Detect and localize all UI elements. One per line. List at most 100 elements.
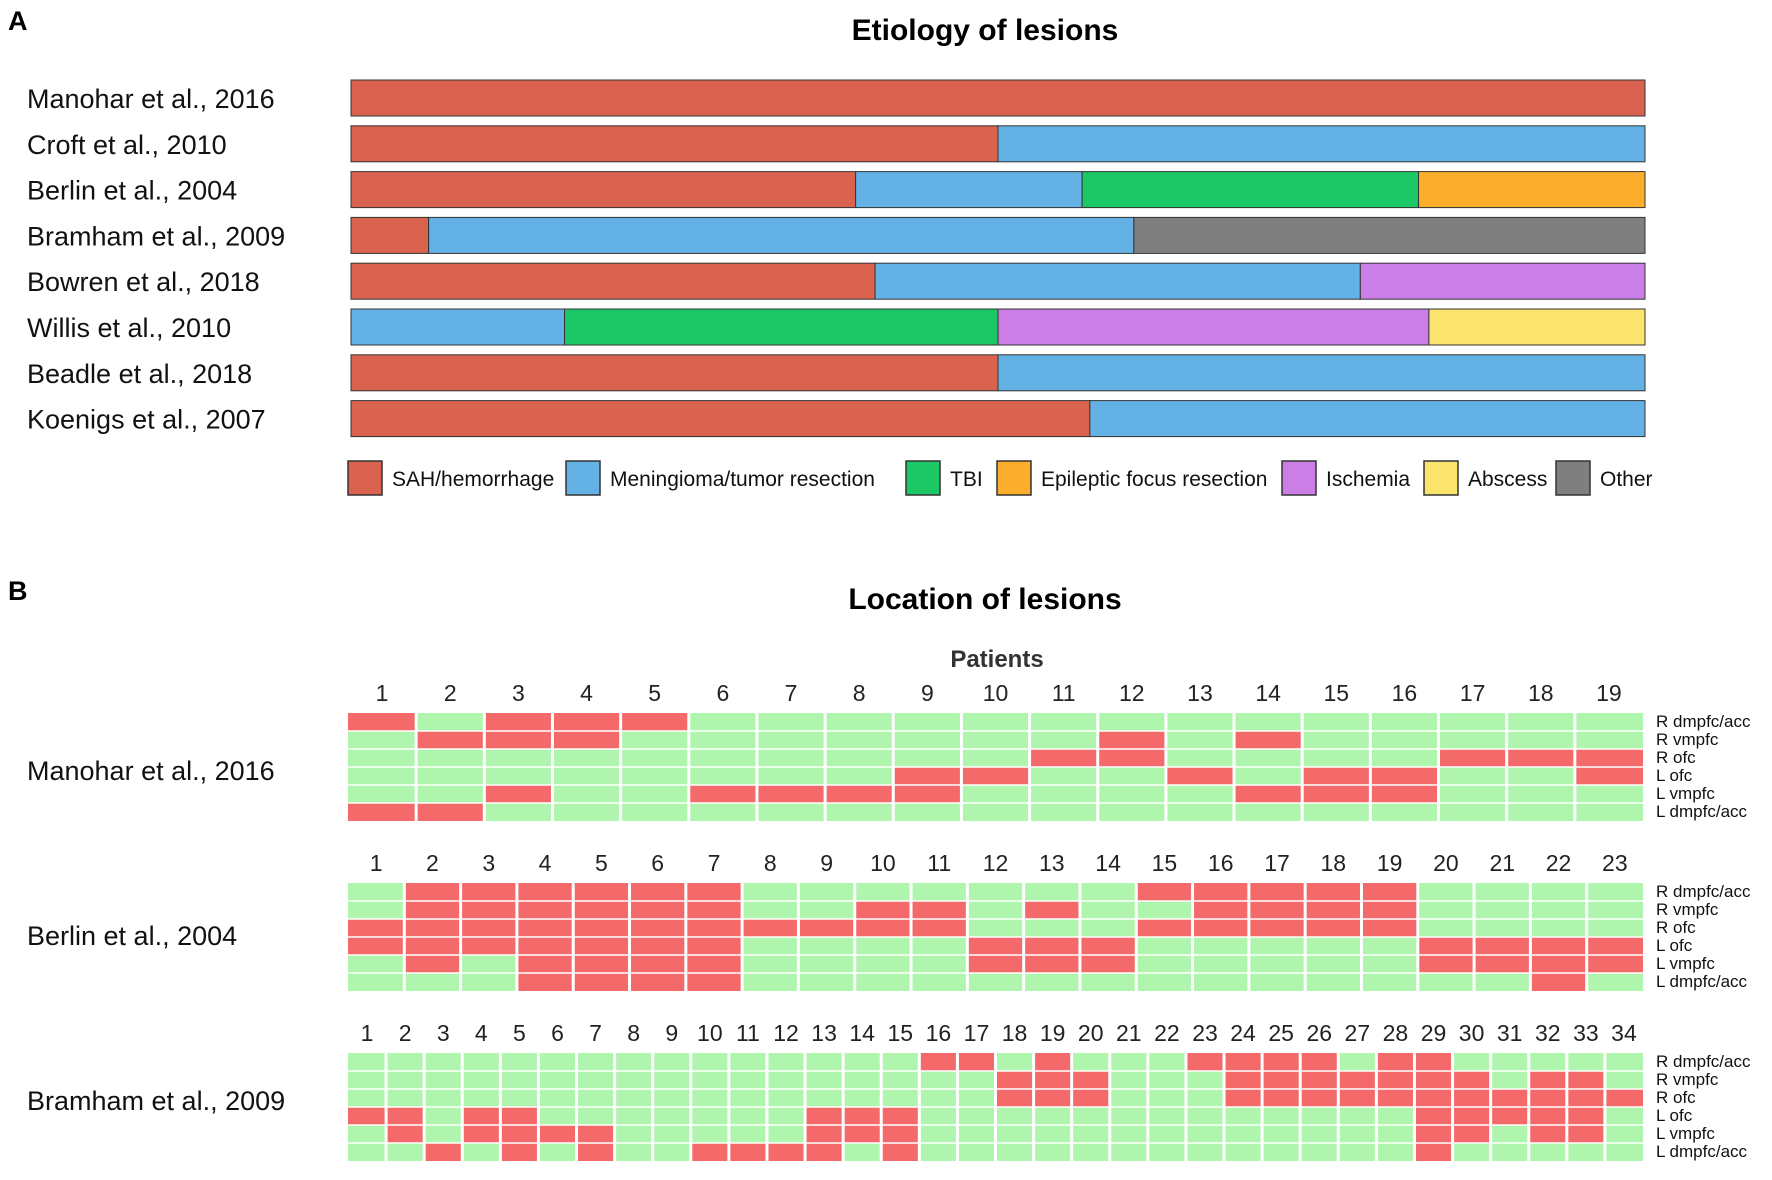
heatmap-cell bbox=[576, 1089, 615, 1107]
heatmap-cell bbox=[1528, 1107, 1567, 1125]
heatmap-cell bbox=[854, 937, 912, 955]
heatmap-cell bbox=[516, 883, 574, 901]
heatmap-cell bbox=[1234, 785, 1303, 803]
heatmap-cell bbox=[1192, 883, 1249, 901]
heatmap-cell bbox=[1376, 1107, 1415, 1125]
patient-tick-label: 17 bbox=[964, 1020, 990, 1046]
patient-tick-label: 3 bbox=[512, 680, 525, 706]
heatmap-cell bbox=[1506, 767, 1575, 785]
heatmap-cell bbox=[688, 767, 757, 785]
heatmap-cell bbox=[1248, 955, 1306, 973]
heatmap-cell bbox=[805, 1089, 844, 1107]
heatmap-cell bbox=[460, 919, 517, 937]
heatmap-cell bbox=[1234, 731, 1303, 749]
patient-tick-label: 19 bbox=[1040, 1020, 1066, 1046]
heatmap-cell bbox=[552, 785, 621, 803]
row-label: R ofc bbox=[1656, 748, 1696, 767]
heatmap-cell bbox=[652, 1107, 691, 1125]
heatmap-cell bbox=[1305, 973, 1362, 991]
heatmap-cell bbox=[348, 749, 417, 767]
heatmap-cell bbox=[500, 1125, 539, 1143]
heatmap-cell bbox=[484, 731, 553, 749]
patient-tick-label: 13 bbox=[1039, 850, 1065, 876]
heatmap-cell bbox=[1452, 1089, 1491, 1107]
heatmap-cell bbox=[1079, 883, 1137, 901]
heatmap-cell bbox=[1530, 955, 1587, 973]
heatmap-cell bbox=[462, 1089, 501, 1107]
patient-tick-label: 6 bbox=[651, 850, 664, 876]
heatmap-cell bbox=[1414, 1143, 1453, 1161]
heatmap-cell bbox=[961, 785, 1030, 803]
heatmap-cell bbox=[957, 1053, 996, 1071]
heatmap-cell bbox=[1029, 785, 1098, 803]
heatmap-cell bbox=[685, 973, 743, 991]
heatmap-cell bbox=[957, 1125, 996, 1143]
heatmap-cell bbox=[348, 1089, 387, 1107]
heatmap-cell bbox=[1097, 713, 1166, 731]
heatmap-cell bbox=[404, 901, 461, 919]
heatmap-cell bbox=[573, 937, 630, 955]
heatmap-cell bbox=[1530, 919, 1587, 937]
heatmap-cell bbox=[573, 901, 630, 919]
heatmap-cell bbox=[1185, 1125, 1225, 1143]
patient-tick-label: 21 bbox=[1489, 850, 1515, 876]
row-label: R dmpfc/acc bbox=[1656, 882, 1751, 901]
heatmap-cell bbox=[1438, 803, 1507, 821]
heatmap-cell bbox=[1300, 1143, 1339, 1161]
heatmap-cell bbox=[460, 883, 517, 901]
heatmap-cell bbox=[1136, 901, 1193, 919]
heatmap-study-label: Berlin et al., 2004 bbox=[27, 921, 237, 951]
panel-b-title: Location of lesions bbox=[848, 583, 1121, 616]
heatmap-cell bbox=[462, 1107, 501, 1125]
row-label: L ofc bbox=[1656, 1106, 1693, 1125]
patient-tick-label: 9 bbox=[665, 1020, 678, 1046]
heatmap-cell bbox=[1370, 749, 1439, 767]
heatmap-cell bbox=[961, 731, 1030, 749]
heatmap-cell bbox=[516, 937, 574, 955]
patient-tick-label: 15 bbox=[1152, 850, 1178, 876]
heatmap-cell bbox=[1506, 785, 1575, 803]
bar-label: Koenigs et al., 2007 bbox=[27, 405, 266, 435]
heatmap-cell bbox=[1414, 1125, 1453, 1143]
heatmap-cell bbox=[1530, 937, 1587, 955]
heatmap-cell bbox=[995, 1143, 1034, 1161]
heatmap-cell bbox=[1438, 731, 1507, 749]
heatmap-cell bbox=[500, 1071, 539, 1089]
heatmap-cell bbox=[843, 1125, 882, 1143]
heatmap-cell bbox=[805, 1053, 844, 1071]
heatmap-cell bbox=[967, 919, 1024, 937]
heatmap-cell bbox=[911, 973, 968, 991]
heatmap-cell bbox=[1023, 973, 1080, 991]
heatmap-cell bbox=[854, 901, 912, 919]
heatmap-cell bbox=[1147, 1107, 1186, 1125]
heatmap-cell bbox=[614, 1089, 653, 1107]
heatmap-cell bbox=[685, 901, 743, 919]
patient-tick-label: 12 bbox=[773, 1020, 799, 1046]
bar-segment bbox=[1418, 171, 1646, 209]
patient-tick-label: 21 bbox=[1116, 1020, 1142, 1046]
patient-tick-label: 17 bbox=[1460, 680, 1486, 706]
heatmap-cell bbox=[1300, 1107, 1339, 1125]
heatmap-cell bbox=[348, 937, 405, 955]
bar-label: Willis et al., 2010 bbox=[27, 313, 231, 343]
heatmap-cell bbox=[690, 1053, 729, 1071]
heatmap-cell bbox=[995, 1125, 1034, 1143]
heatmap-cell bbox=[967, 955, 1024, 973]
heatmap-cell bbox=[1192, 955, 1249, 973]
heatmap-cell bbox=[1338, 1071, 1377, 1089]
heatmap-cell bbox=[1338, 1107, 1377, 1125]
heatmap-cell bbox=[652, 1089, 691, 1107]
heatmap-cell bbox=[1376, 1071, 1415, 1089]
heatmap-cell bbox=[1586, 883, 1643, 901]
heatmap-cell bbox=[1262, 1071, 1301, 1089]
heatmap-cell bbox=[1079, 919, 1137, 937]
heatmap-cell bbox=[756, 731, 826, 749]
heatmap-cell bbox=[1506, 803, 1575, 821]
heatmap-cell bbox=[1574, 785, 1643, 803]
heatmap-cell bbox=[516, 973, 574, 991]
heatmap-cell bbox=[766, 1089, 806, 1107]
legend-label: Other bbox=[1600, 468, 1653, 491]
heatmap-cell bbox=[843, 1143, 882, 1161]
heatmap-cell bbox=[1029, 767, 1098, 785]
patient-tick-label: 10 bbox=[983, 680, 1009, 706]
